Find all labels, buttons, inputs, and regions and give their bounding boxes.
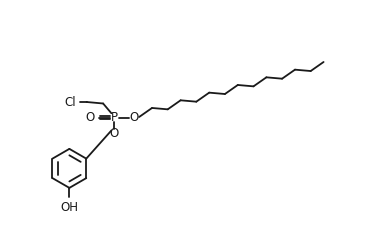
Text: P: P: [111, 111, 118, 124]
Text: OH: OH: [61, 201, 79, 214]
Text: O: O: [110, 127, 119, 140]
Text: O: O: [129, 111, 138, 124]
Text: O: O: [85, 111, 94, 124]
Text: Cl: Cl: [64, 95, 76, 109]
